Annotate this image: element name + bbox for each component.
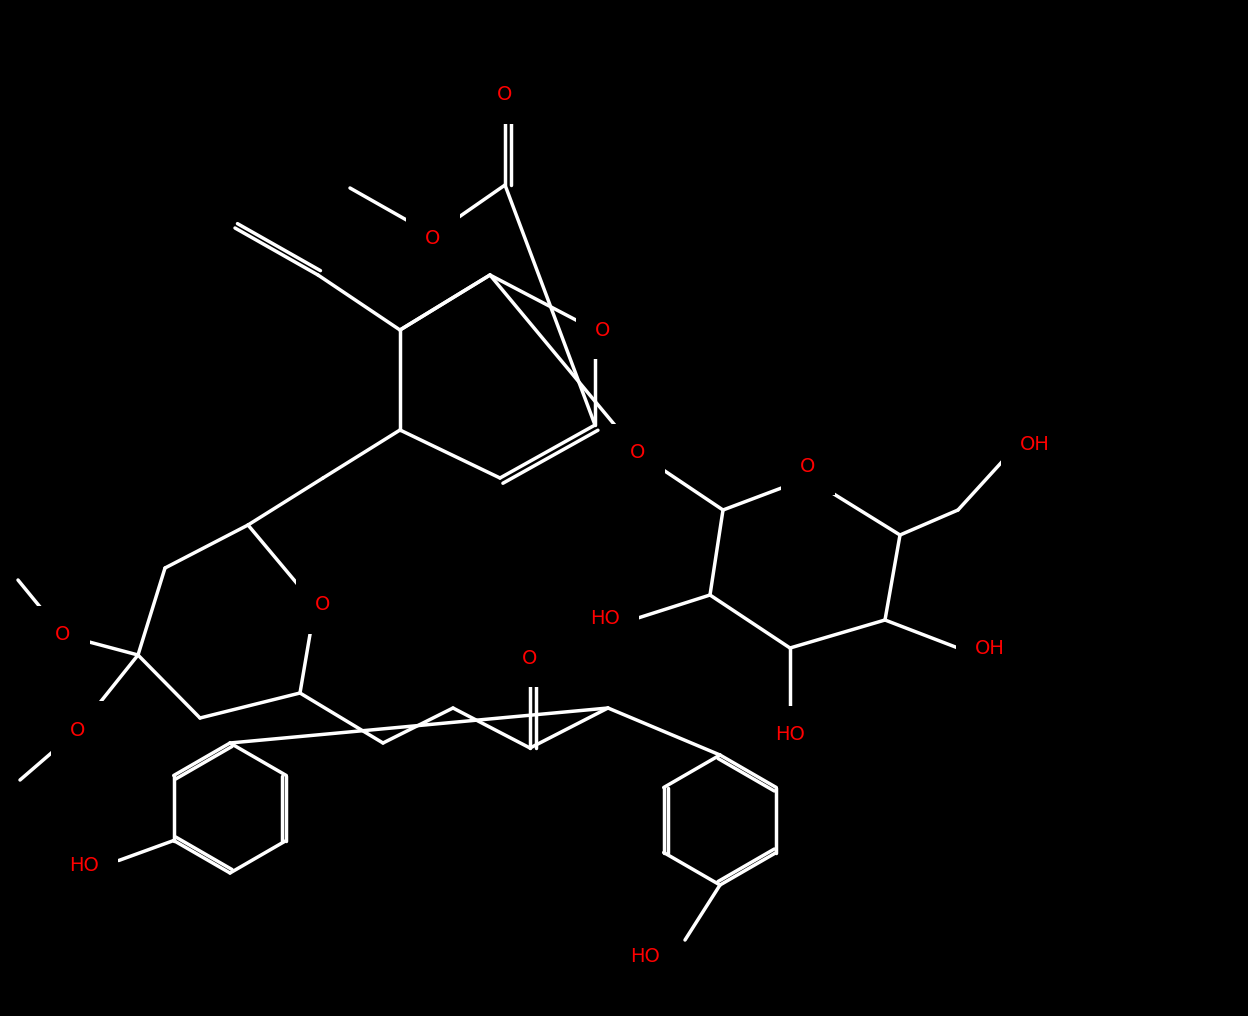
Text: O: O [55, 626, 71, 644]
Text: O: O [70, 720, 86, 740]
Text: O: O [800, 456, 816, 475]
Text: HO: HO [775, 725, 805, 745]
Text: O: O [595, 320, 610, 339]
Text: HO: HO [590, 609, 620, 628]
Text: O: O [497, 85, 513, 105]
Text: OH: OH [1020, 436, 1050, 454]
Text: O: O [316, 595, 331, 615]
Text: OH: OH [975, 638, 1005, 657]
Text: O: O [630, 444, 645, 462]
Text: O: O [523, 648, 538, 668]
Text: HO: HO [630, 948, 660, 966]
Text: HO: HO [69, 856, 99, 875]
Text: O: O [426, 229, 441, 248]
